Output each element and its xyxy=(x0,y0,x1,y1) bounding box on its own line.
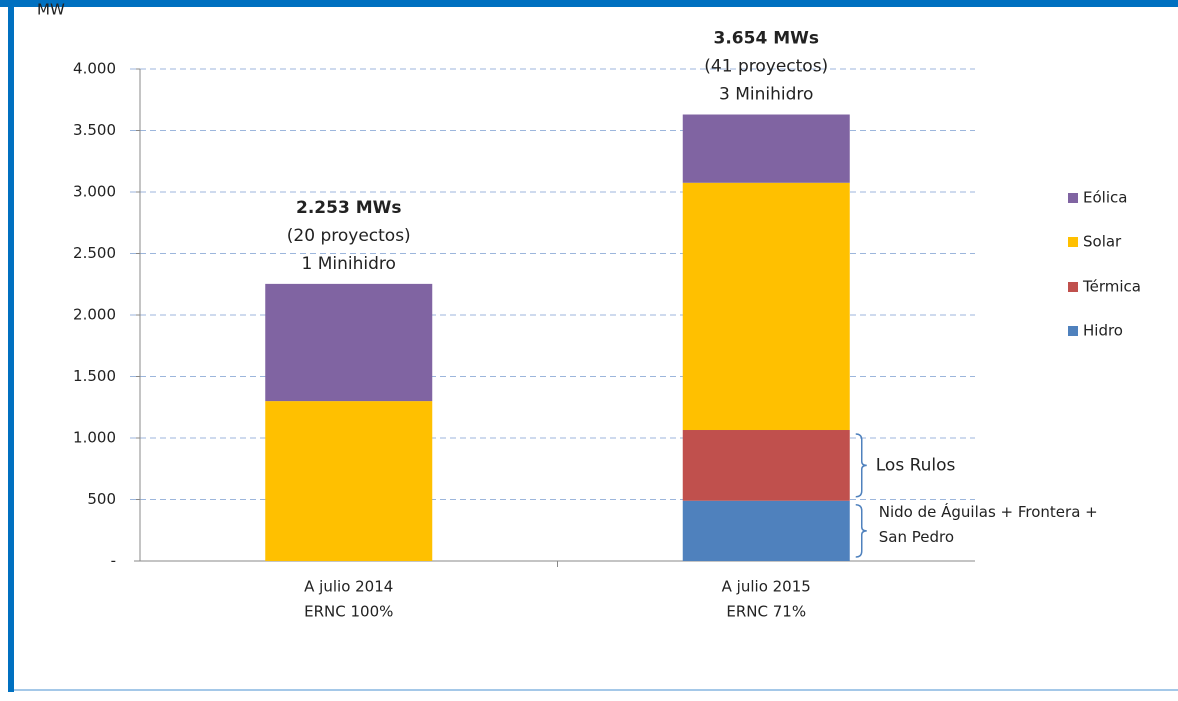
bar-segment xyxy=(265,401,433,561)
brace xyxy=(855,503,867,558)
legend-swatch xyxy=(1068,282,1078,292)
y-tick-label: 4.000 xyxy=(73,60,116,78)
legend-label: Térmica xyxy=(1082,278,1141,296)
x-tick-label: A julio 2014 xyxy=(304,578,393,596)
bar-label: 2.253 MWs xyxy=(296,198,401,218)
bar-label: (41 proyectos) xyxy=(704,57,828,77)
annotation: Nido de Águilas + Frontera + xyxy=(879,502,1098,521)
legend-swatch xyxy=(1068,193,1078,203)
y-axis-label: MW xyxy=(37,1,65,19)
bar-label: 3 Minihidro xyxy=(719,85,813,105)
x-tick-sublabel: ERNC 100% xyxy=(304,603,393,621)
legend-label: Eólica xyxy=(1083,189,1127,207)
bar-segment xyxy=(682,500,850,561)
y-tick-label: 1.000 xyxy=(73,429,116,447)
bar-label: 1 Minihidro xyxy=(302,254,396,274)
y-tick-label: 3.500 xyxy=(73,121,116,139)
legend-label: Hidro xyxy=(1083,322,1123,340)
y-tick-label: 3.000 xyxy=(73,183,116,201)
bar-label: (20 proyectos) xyxy=(287,226,411,246)
frame-top xyxy=(0,0,1178,7)
bar-segment xyxy=(265,283,433,402)
annotation: San Pedro xyxy=(879,528,954,546)
bar-segment xyxy=(682,430,850,501)
annotation: Los Rulos xyxy=(876,455,956,475)
bar-segment xyxy=(682,182,850,431)
brace xyxy=(855,433,867,498)
x-tick-label: A julio 2015 xyxy=(722,578,811,596)
x-tick-sublabel: ERNC 71% xyxy=(726,603,806,621)
bar-label: 3.654 MWs xyxy=(714,29,819,49)
y-tick-label: - xyxy=(111,552,116,570)
y-tick-label: 500 xyxy=(87,490,116,508)
legend-swatch xyxy=(1068,237,1078,247)
y-tick-label: 2.500 xyxy=(73,244,116,262)
legend-swatch xyxy=(1068,326,1078,336)
legend-label: Solar xyxy=(1083,233,1122,251)
bar-segment xyxy=(682,114,850,183)
y-tick-label: 2.000 xyxy=(73,306,116,324)
y-tick-label: 1.500 xyxy=(73,367,116,385)
frame-left xyxy=(8,0,14,692)
